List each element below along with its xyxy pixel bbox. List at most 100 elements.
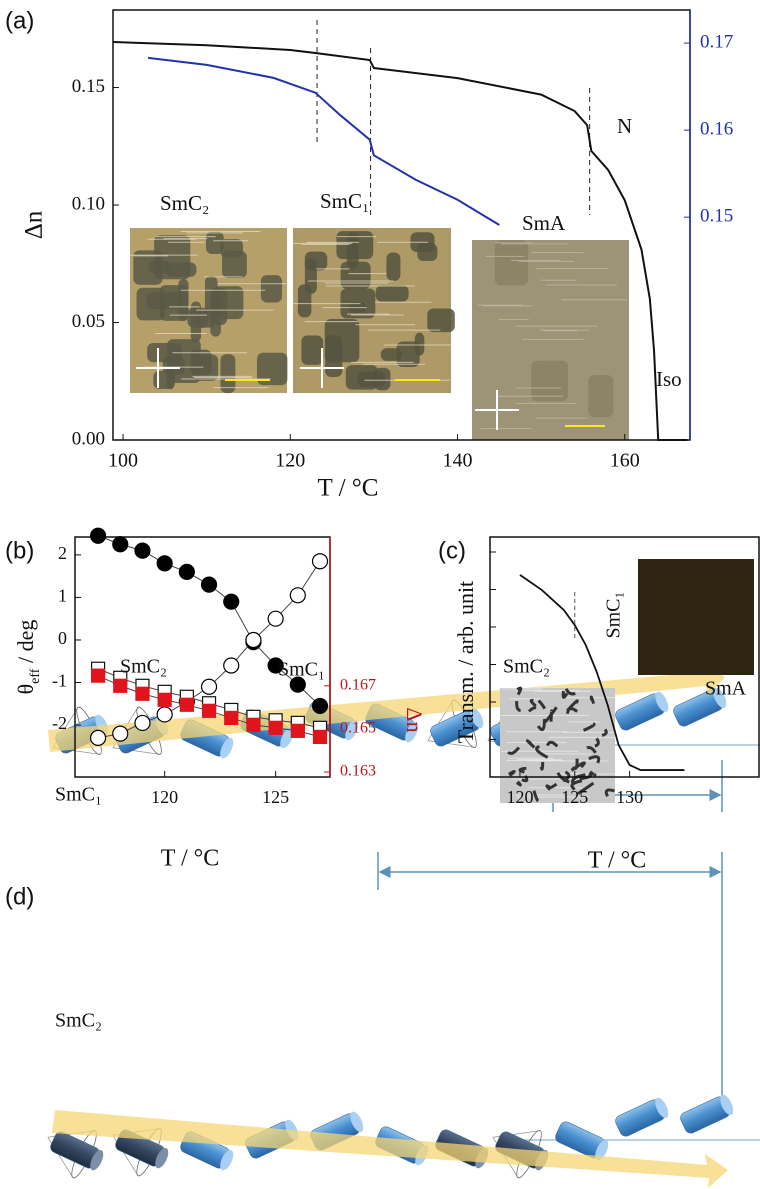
molecule [427,699,484,748]
micrograph [638,559,754,675]
domain [256,352,288,386]
domain [301,335,324,365]
x-tick-label: 100 [108,450,138,472]
cylinder-cap [220,737,234,759]
phase-label: SmC₁ [603,592,625,639]
molecule [47,1130,104,1179]
domain [159,285,189,321]
polarizer-cross [300,348,344,388]
defect [536,719,546,732]
micrograph [500,686,615,803]
cylinder-cap [280,727,294,749]
y-tick-label: 0 [58,628,67,648]
polarizer-cross [136,348,180,388]
point [246,717,261,732]
domain [222,250,247,278]
cylinder-cap [155,1147,169,1169]
defect [527,706,537,713]
domain [494,240,529,286]
x-tick-label: 120 [506,787,533,807]
defect [594,737,600,748]
defect [515,700,521,713]
defect [529,698,537,708]
cylinder-cap [405,721,419,743]
cylinder-cap [713,687,727,709]
cylinder-cap [470,707,484,729]
plot-frame [489,536,760,778]
y-tick-label: -1 [52,671,67,691]
micrograph [293,228,455,393]
point [135,686,150,701]
molecule [680,1094,734,1134]
defect [549,782,558,790]
x-axis-label: T / °C [588,848,647,874]
phase-label: SmC₂ [160,191,209,215]
y-tick-label: 0.15 [700,206,733,227]
defect [525,739,536,749]
defect [586,745,597,754]
point [156,706,173,723]
cylinder-cap [220,1149,234,1171]
domain [166,366,175,390]
point [178,563,195,580]
panel-label: (d) [5,883,34,910]
micrograph [130,228,288,394]
defect [577,781,595,795]
y-tick-label: 0.167 [340,676,376,693]
point [89,729,107,746]
point [89,527,107,544]
domain [147,343,183,363]
defect [549,709,554,722]
cylinder-cap [595,1139,609,1161]
x-tick-label: 160 [610,450,640,472]
molecule [615,1097,669,1137]
x-tick-label: 140 [443,450,473,472]
polarizer-cross [475,390,519,430]
domain [531,360,569,402]
molecule [555,1121,609,1161]
domain [374,367,391,391]
defect [507,746,521,755]
phase-label: N [617,114,632,138]
domain [205,231,224,255]
y-tick-label: 0.165 [340,720,376,737]
y-label-symbol: θ [13,684,38,695]
x-tick-label: 120 [275,450,305,472]
domain [166,262,197,277]
micrograph [472,240,629,440]
defect [545,740,559,748]
y-tick-label: 0.15 [72,76,105,97]
defect [566,699,579,712]
y-label-unit: / deg [13,620,38,669]
x-axis-label: T / °C [161,846,220,872]
x-axis-label: T / °C [318,475,379,502]
diagram-label: SmC₂ [55,1010,102,1032]
x-tick-label: 130 [616,787,643,807]
point [113,678,128,693]
point [223,593,240,610]
molecule [615,691,669,731]
domain [304,258,317,294]
point [200,678,218,695]
defect [589,770,597,777]
point [134,542,151,559]
y-tick-label: 0.17 [700,31,733,52]
point [267,610,284,627]
defect [582,722,596,732]
domain [380,348,402,361]
point [289,676,306,693]
point [134,714,151,732]
point [268,720,283,735]
diagram-label: SmC₁ [55,784,102,806]
defect [508,769,516,777]
defect [516,686,523,696]
point [289,587,306,604]
cylinder-cap [655,691,669,713]
domain [414,332,425,356]
point [312,729,328,744]
domain [133,250,163,285]
point [223,657,240,674]
y-tick-label: 1 [58,586,67,606]
